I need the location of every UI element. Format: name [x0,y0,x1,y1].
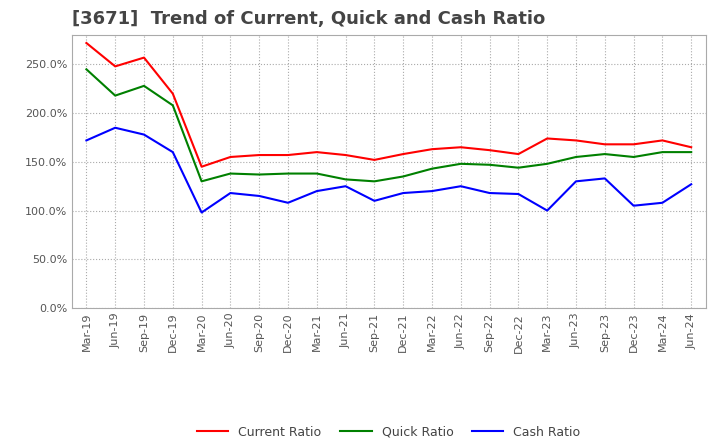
Quick Ratio [82,66,91,72]
Cash Ratio [428,188,436,194]
Quick Ratio [284,171,292,176]
Legend: Current Ratio, Quick Ratio, Cash Ratio: Current Ratio, Quick Ratio, Cash Ratio [192,421,585,440]
Current Ratio [284,152,292,158]
Quick Ratio [658,150,667,155]
Cash Ratio [687,182,696,187]
Quick Ratio [543,161,552,166]
Current Ratio [82,40,91,46]
Current Ratio [629,142,638,147]
Current Ratio [572,138,580,143]
Quick Ratio [197,179,206,184]
Quick Ratio [687,150,696,155]
Cash Ratio [312,188,321,194]
Quick Ratio [168,103,177,108]
Current Ratio [341,152,350,158]
Cash Ratio [197,210,206,215]
Quick Ratio [341,177,350,182]
Cash Ratio [255,193,264,198]
Current Ratio [687,145,696,150]
Quick Ratio [111,93,120,98]
Quick Ratio [226,171,235,176]
Line: Cash Ratio: Cash Ratio [86,128,691,213]
Current Ratio [658,138,667,143]
Cash Ratio [514,191,523,197]
Quick Ratio [629,154,638,160]
Cash Ratio [168,150,177,155]
Cash Ratio [600,176,609,181]
Quick Ratio [485,162,494,167]
Cash Ratio [399,191,408,196]
Cash Ratio [82,138,91,143]
Line: Quick Ratio: Quick Ratio [86,69,691,181]
Current Ratio [600,142,609,147]
Current Ratio [428,147,436,152]
Cash Ratio [572,179,580,184]
Quick Ratio [255,172,264,177]
Cash Ratio [543,208,552,213]
Current Ratio [140,55,148,60]
Cash Ratio [140,132,148,137]
Cash Ratio [111,125,120,130]
Cash Ratio [370,198,379,203]
Quick Ratio [514,165,523,170]
Text: [3671]  Trend of Current, Quick and Cash Ratio: [3671] Trend of Current, Quick and Cash … [72,10,545,28]
Current Ratio [543,136,552,141]
Cash Ratio [284,200,292,205]
Cash Ratio [658,200,667,205]
Quick Ratio [456,161,465,166]
Current Ratio [370,157,379,162]
Quick Ratio [600,151,609,157]
Cash Ratio [485,191,494,196]
Current Ratio [111,64,120,69]
Current Ratio [485,147,494,153]
Current Ratio [197,164,206,169]
Current Ratio [399,151,408,157]
Quick Ratio [370,179,379,184]
Cash Ratio [341,183,350,189]
Current Ratio [168,91,177,96]
Current Ratio [514,151,523,157]
Cash Ratio [456,183,465,189]
Quick Ratio [572,154,580,160]
Current Ratio [456,145,465,150]
Cash Ratio [226,191,235,196]
Line: Current Ratio: Current Ratio [86,43,691,167]
Current Ratio [255,152,264,158]
Quick Ratio [140,83,148,88]
Quick Ratio [399,174,408,179]
Quick Ratio [312,171,321,176]
Cash Ratio [629,203,638,208]
Quick Ratio [428,166,436,171]
Current Ratio [312,150,321,155]
Current Ratio [226,154,235,160]
